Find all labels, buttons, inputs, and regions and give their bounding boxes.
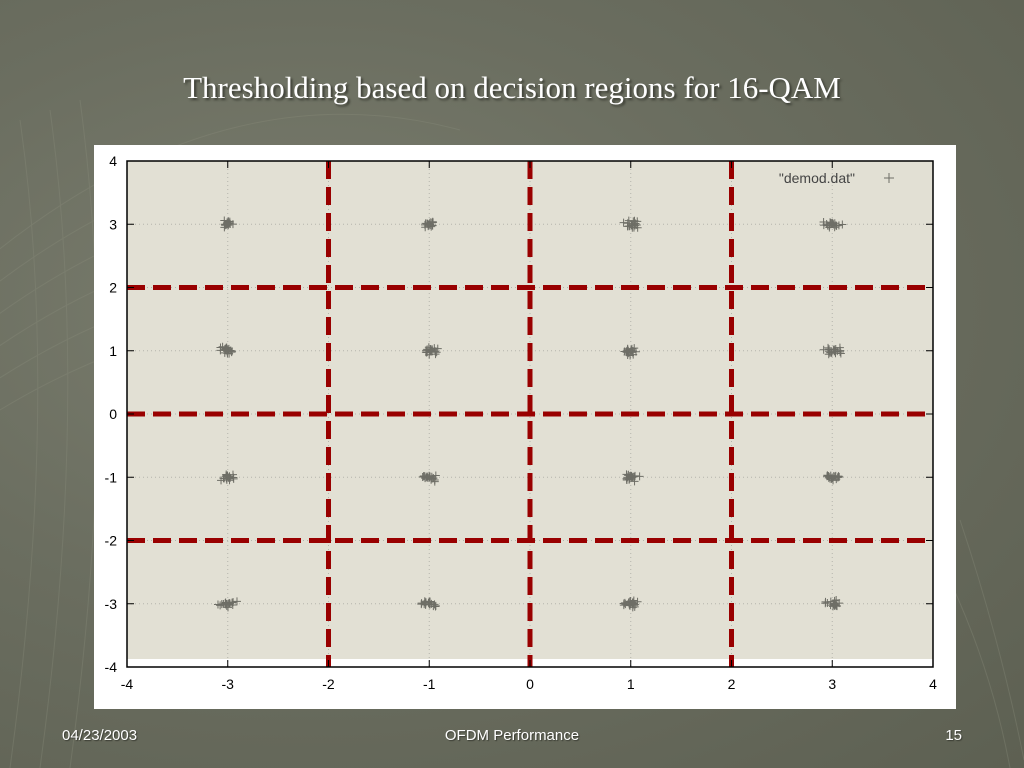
data-point: [226, 346, 235, 355]
x-tick-label: -3: [222, 676, 235, 692]
data-point: [619, 218, 628, 227]
data-point: [433, 344, 442, 353]
data-point: [635, 472, 644, 481]
x-tick-label: 3: [828, 676, 836, 692]
legend-label: "demod.dat": [779, 170, 855, 186]
chart-panel: -4 -3 -2 -1 0 1 2 3 4 -4 -3 -2 -1 0 1 2 3 4 "demod.dat": [94, 145, 956, 709]
data-point: [629, 596, 638, 605]
data-point: [631, 600, 640, 609]
data-point: [425, 472, 434, 481]
data-point: [431, 350, 440, 359]
data-point: [619, 599, 628, 608]
x-tick-label: -2: [322, 676, 335, 692]
y-tick-label: -2: [105, 533, 118, 549]
data-point: [630, 216, 639, 225]
data-point: [821, 597, 830, 606]
data-point: [431, 601, 440, 610]
y-tick-label: 4: [109, 153, 117, 169]
slide-title: Thresholding based on decision regions f…: [183, 70, 841, 105]
data-point: [430, 477, 439, 486]
data-point: [832, 595, 841, 604]
data-point: [838, 220, 847, 229]
x-tick-label: 0: [526, 676, 534, 692]
data-point: [228, 470, 237, 479]
data-point: [232, 597, 241, 606]
x-tick-label: -1: [423, 676, 436, 692]
data-point: [830, 345, 839, 354]
data-point: [218, 342, 227, 351]
y-tick-label: 2: [109, 280, 117, 296]
data-point: [834, 221, 843, 230]
data-point: [216, 601, 225, 610]
data-point: [629, 223, 638, 232]
x-tick-label: -4: [121, 676, 134, 692]
data-point: [829, 600, 838, 609]
data-point: [221, 599, 230, 608]
data-point: [830, 601, 839, 610]
data-point: [220, 216, 229, 225]
footer-date: 04/23/2003: [62, 727, 138, 744]
data-point: [219, 599, 228, 608]
data-point: [624, 349, 633, 358]
x-tick-label: 2: [728, 676, 736, 692]
page-number: 15: [945, 727, 962, 744]
x-tick-label: 1: [627, 676, 635, 692]
data-point: [422, 348, 431, 357]
y-tick-label: -3: [105, 596, 118, 612]
data-point: [829, 472, 838, 481]
y-tick-label: 0: [109, 406, 117, 422]
data-point: [829, 476, 838, 485]
data-point: [432, 348, 441, 357]
data-point: [625, 474, 634, 483]
data-point: [621, 600, 630, 609]
data-point: [834, 473, 843, 482]
legend-marker: [884, 173, 894, 183]
x-tick-label: 4: [929, 676, 937, 692]
data-point: [219, 474, 228, 483]
data-point: [229, 598, 238, 607]
data-point: [431, 471, 440, 480]
data-point: [425, 220, 434, 229]
data-point: [822, 472, 831, 481]
data-point: [222, 343, 231, 352]
y-tick-label: -1: [105, 469, 118, 485]
data-point: [229, 474, 238, 483]
data-point: [824, 343, 833, 352]
data-point: [826, 220, 835, 229]
y-tick-label: 1: [109, 343, 117, 359]
y-tick-label: 3: [109, 216, 117, 232]
footer-title: OFDM Performance: [444, 727, 580, 744]
data-point: [622, 470, 631, 479]
data-point: [420, 598, 429, 607]
data-point: [819, 345, 828, 354]
data-point: [625, 222, 634, 231]
data-point: [420, 600, 429, 609]
y-tick-label: -4: [105, 659, 118, 675]
scatter-chart: -4 -3 -2 -1 0 1 2 3 4 -4 -3 -2 -1 0 1 2 3 4 "demod.dat": [105, 153, 938, 692]
